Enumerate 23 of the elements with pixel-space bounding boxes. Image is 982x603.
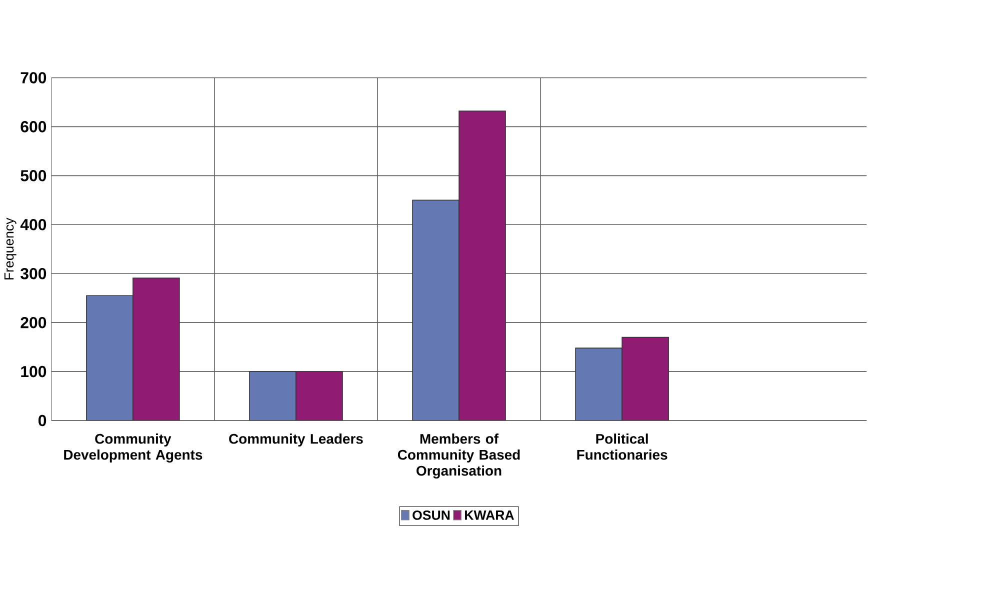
bar xyxy=(132,278,180,421)
y-tick-label: 300 xyxy=(20,268,46,280)
y-tick-label: 0 xyxy=(38,414,46,426)
bar xyxy=(86,295,134,421)
x-tick-label: Members of Community Based Organisation xyxy=(398,434,520,479)
y-axis-title: Frequency xyxy=(4,218,16,280)
y-tick-label: 500 xyxy=(20,170,46,182)
legend-label: OSUN xyxy=(412,510,450,520)
bar xyxy=(296,371,343,421)
y-tick-label: 600 xyxy=(20,121,46,132)
bar xyxy=(622,336,669,421)
x-tick-label: Community Development Agents xyxy=(64,434,202,463)
y-tick-label: 700 xyxy=(20,72,46,84)
y-tick-label: 200 xyxy=(20,316,46,328)
legend-label: KWARA xyxy=(465,510,514,520)
x-tick-label: Political Functionaries xyxy=(577,434,668,460)
bar xyxy=(412,200,460,421)
y-tick-label: 400 xyxy=(20,219,46,230)
x-tick-label: Community Leaders xyxy=(229,434,363,447)
bar xyxy=(249,371,296,421)
y-tick-label: 100 xyxy=(21,366,46,378)
bar xyxy=(575,348,622,421)
bar xyxy=(458,110,506,421)
